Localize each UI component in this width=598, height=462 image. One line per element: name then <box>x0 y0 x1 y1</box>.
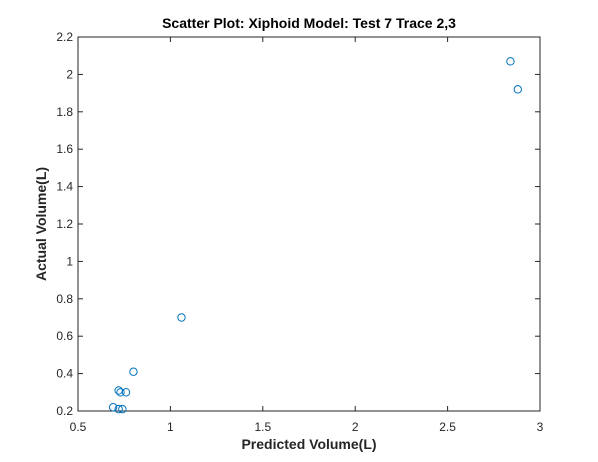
y-tick-label: 1.8 <box>56 105 73 119</box>
data-point <box>108 403 118 412</box>
data-point <box>177 313 186 322</box>
x-tick-label: 2 <box>352 420 359 434</box>
plot-axes <box>77 36 541 412</box>
data-point <box>114 404 123 414</box>
y-tick-label: 2 <box>66 67 73 81</box>
x-tick-label: 0.5 <box>70 420 87 434</box>
y-tick-label: 0.2 <box>56 404 73 418</box>
data-point <box>513 85 523 94</box>
data-points <box>108 57 523 414</box>
y-tick-label: 1.6 <box>56 142 73 156</box>
x-tick-label: 2.5 <box>439 420 456 434</box>
y-axis-ticks: 0.2 0.4 0.6 0.8 1 1.2 1.4 1.6 1.8 2 2.2 <box>56 30 540 418</box>
data-point <box>116 388 125 397</box>
x-tick-label: 3 <box>537 420 544 434</box>
x-tick-label: 1.5 <box>254 420 271 434</box>
y-tick-label: 2.2 <box>56 30 73 44</box>
x-axis-label: Predicted Volume(L) <box>241 436 376 452</box>
y-tick-label: 0.8 <box>56 292 73 306</box>
y-axis-label: Actual Volume(L) <box>33 167 49 281</box>
x-tick-label: 1 <box>167 420 174 434</box>
data-point <box>118 404 127 414</box>
y-tick-label: 1 <box>66 254 73 268</box>
data-point <box>114 386 123 395</box>
data-point <box>121 388 131 397</box>
y-tick-label: 0.4 <box>56 367 73 381</box>
plot-area-box <box>77 36 541 412</box>
y-tick-label: 1.2 <box>56 217 73 231</box>
data-point <box>506 57 515 66</box>
chart-title: Scatter Plot: Xiphoid Model: Test 7 Trac… <box>162 15 456 31</box>
y-tick-label: 0.6 <box>56 329 73 343</box>
y-tick-label: 1.4 <box>56 180 73 194</box>
data-point <box>129 367 138 376</box>
x-axis-ticks: 0.5 1 1.5 2 2.5 3 <box>70 37 544 434</box>
